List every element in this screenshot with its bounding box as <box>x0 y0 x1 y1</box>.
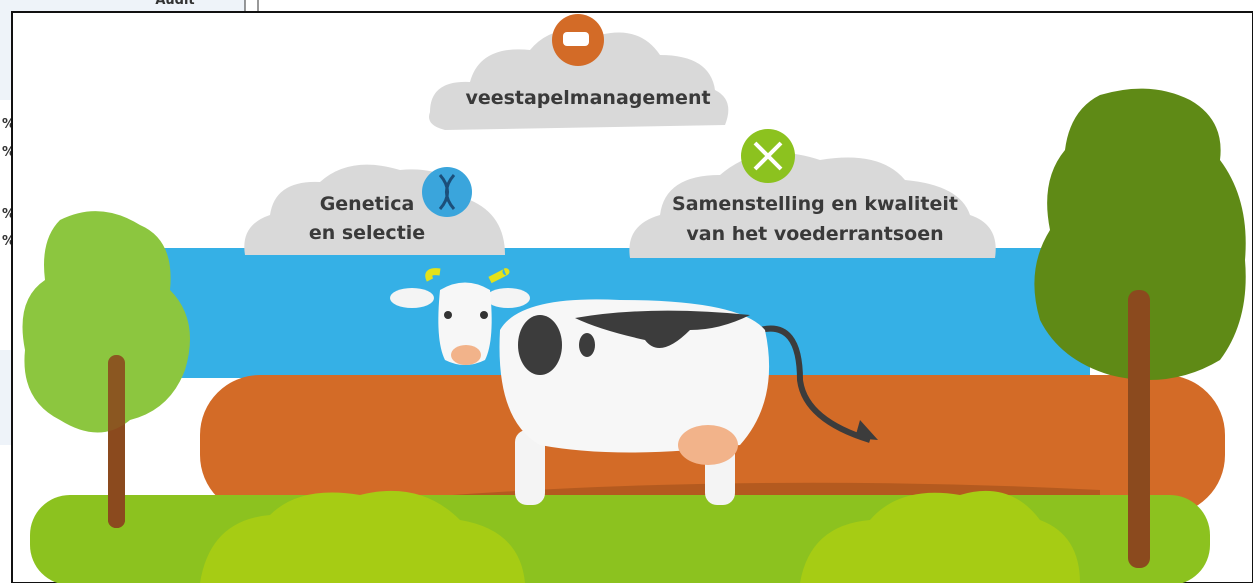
cloud-label: en selectie <box>309 222 425 244</box>
cloud-label: Samenstelling en kwaliteit <box>672 193 958 215</box>
illustration: veestapelmanagement Genetica en selectie… <box>12 12 1253 583</box>
screen: Audit % % % % veestapelmanagement Geneti… <box>0 0 1253 583</box>
trunk <box>108 355 125 528</box>
page: Audit % % % % veestapelmanagement Geneti… <box>0 0 1253 583</box>
cloud-label: Genetica <box>320 193 415 215</box>
header-text: Audit <box>155 0 194 8</box>
trunk <box>1128 290 1150 568</box>
icon-glyph <box>563 32 589 46</box>
cloud-label: van het voederrantsoen <box>686 223 943 245</box>
cloud-label: veestapelmanagement <box>465 87 710 109</box>
